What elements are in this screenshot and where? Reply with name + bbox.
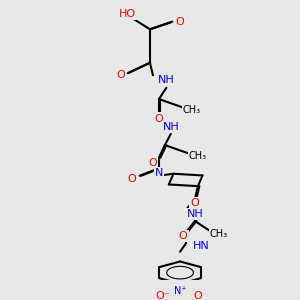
Text: NH: NH <box>162 122 179 132</box>
Text: HN: HN <box>193 241 209 251</box>
Text: NH: NH <box>158 75 175 85</box>
Text: O: O <box>194 291 202 300</box>
Text: NH: NH <box>187 209 203 219</box>
Text: N: N <box>155 168 163 178</box>
Text: CH₃: CH₃ <box>210 229 228 238</box>
Text: O: O <box>128 174 136 184</box>
Text: O⁻: O⁻ <box>155 291 170 300</box>
Text: CH₃: CH₃ <box>188 151 207 161</box>
Text: O: O <box>154 114 163 124</box>
Text: O: O <box>179 231 188 242</box>
Text: O: O <box>148 158 157 168</box>
Text: O: O <box>116 70 125 80</box>
Text: CH₃: CH₃ <box>182 105 201 115</box>
Text: HO: HO <box>119 9 136 19</box>
Text: O: O <box>175 17 184 27</box>
Text: O: O <box>190 198 199 208</box>
Text: N⁺: N⁺ <box>174 286 186 296</box>
